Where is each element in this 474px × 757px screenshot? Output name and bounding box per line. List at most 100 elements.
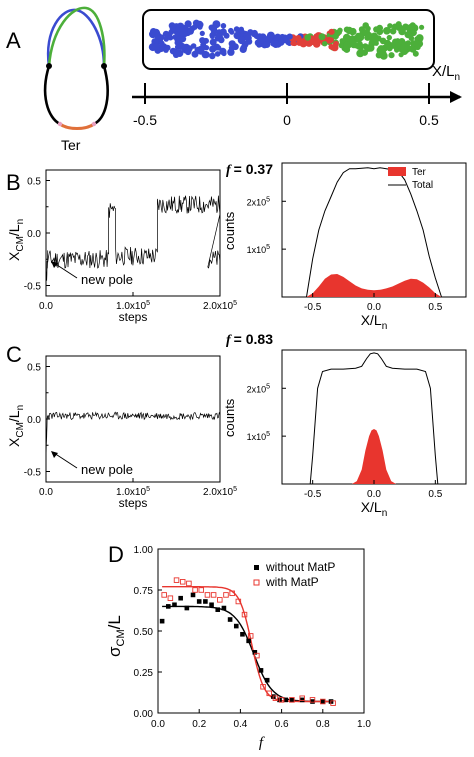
- data-point-with-matp: [204, 592, 211, 598]
- y-axis-label-tail: /L: [105, 615, 124, 629]
- data-point-with-matp: [330, 700, 336, 706]
- data-point-without-matp: [159, 618, 165, 624]
- x-tick-exponent: 5: [233, 486, 237, 493]
- polymer-bead: [386, 34, 392, 41]
- polymer-bead: [379, 50, 387, 58]
- position-axis-label-main: X/L: [432, 63, 455, 80]
- y-axis-label-sub: CM: [15, 422, 26, 438]
- polymer-bead: [202, 51, 210, 59]
- data-point-with-matp: [299, 695, 305, 701]
- polymer-bead: [304, 34, 312, 41]
- data-point-without-matp: [227, 617, 233, 622]
- polymer-bead: [356, 33, 365, 42]
- data-point-without-matp: [320, 699, 326, 704]
- axis-arrow-head: [450, 91, 462, 103]
- sigma-vs-f-chart: 0.00 0.25 0.50 0.75 1.00 0.0 0.2 0.4 0.6 0.8 1.0 f σ…: [105, 545, 371, 751]
- time-series-chart-c: -0.5 0.0 0.5 0.0 1.0x105 2.0x105 steps XCM/Ln ne…: [6, 355, 237, 510]
- x-tick-exponent: 5: [233, 300, 237, 307]
- data-point-without-matp: [283, 697, 289, 703]
- data-point-with-matp: [320, 698, 326, 705]
- polymer-bead: [244, 34, 252, 42]
- polymer-bead: [376, 28, 384, 36]
- polymer-bead: [209, 32, 216, 38]
- polymer-bead: [176, 35, 184, 43]
- data-point-without-matp: [196, 599, 202, 604]
- polymer-bead: [328, 28, 335, 35]
- polymer-bead: [215, 33, 222, 39]
- data-point-with-matp: [241, 611, 248, 618]
- position-axis-tick-label: -0.5: [133, 112, 157, 128]
- data-point-with-matp: [266, 690, 272, 697]
- y-axis-label: counts: [222, 211, 237, 250]
- data-point-without-matp: [203, 599, 208, 604]
- y-tick-label: 1x105: [247, 431, 271, 442]
- data-point-without-matp: [166, 604, 171, 609]
- polymer-bead: [414, 40, 422, 48]
- y-axis-label-tail: /L: [6, 224, 22, 236]
- ter-marker-left: [57, 121, 63, 127]
- polymer-bead: [152, 43, 160, 51]
- x-axis-label-sub: n: [382, 508, 388, 519]
- ter-marker-right: [91, 121, 97, 127]
- polymer-bead: [219, 47, 227, 56]
- time-series-chart-b: -0.5 0.0 0.5 0.0 1.0x105 2.0x105 steps XCM/Ln ne…: [6, 169, 237, 324]
- y-tick-label: -0.5: [24, 282, 42, 293]
- data-point-without-matp: [299, 697, 305, 703]
- data-point-with-matp: [179, 579, 186, 585]
- polymer-bead: [179, 30, 185, 37]
- polymer-bead: [412, 50, 419, 57]
- data-point-with-matp: [260, 684, 266, 690]
- position-axis-tick-label: 0: [283, 112, 291, 128]
- data-point-with-matp: [192, 587, 198, 593]
- polymer-bead: [392, 38, 399, 46]
- polymer-bead: [199, 30, 205, 36]
- polymer-bead: [388, 52, 395, 59]
- polymer-bead: [359, 49, 366, 56]
- y-tick-label: 1x105: [247, 244, 271, 255]
- y-tick-label: 0.75: [134, 586, 154, 597]
- data-point-with-matp: [235, 598, 242, 605]
- panel-letter-a: A: [6, 28, 21, 53]
- data-point-without-matp: [172, 602, 177, 608]
- annotation-arrow: [53, 452, 78, 469]
- ter-label: Ter: [61, 137, 81, 153]
- x-tick-label: 0.0: [151, 719, 165, 730]
- polymer-bead: [349, 27, 357, 36]
- polymer-bead: [209, 38, 217, 46]
- data-point-without-matp: [209, 602, 214, 608]
- x-axis-label-main: X/L: [361, 499, 382, 515]
- ter-distribution-area: [351, 429, 397, 484]
- junction-dot-right: [101, 63, 107, 69]
- blue-arm-arc: [46, 8, 106, 67]
- x-tick-label: 0.2: [192, 719, 206, 730]
- data-point-without-matp: [310, 699, 315, 704]
- polymer-bead: [379, 37, 387, 45]
- data-point-without-matp: [184, 605, 190, 611]
- x-tick-label: 0.5: [428, 302, 442, 313]
- legend-label: Total: [412, 180, 433, 191]
- polymer-bead: [233, 26, 240, 33]
- polymer-bead: [350, 40, 358, 48]
- polymer-bead: [337, 27, 343, 33]
- x-tick-label: 1.0x105: [116, 300, 150, 312]
- data-point-with-matp: [278, 697, 285, 703]
- polymer-bead: [199, 37, 206, 44]
- y-tick-exponent: 5: [266, 431, 270, 438]
- polymer-bead: [187, 28, 194, 35]
- polymer-bead: [159, 40, 165, 47]
- polymer-bead: [386, 45, 393, 52]
- polymer-bead: [328, 37, 334, 43]
- polymer-snapshot: [142, 9, 435, 70]
- polymer-bead: [419, 24, 425, 30]
- polymer-bead: [322, 41, 328, 47]
- polymer-bead: [197, 24, 203, 30]
- x-tick-label: 2.0x105: [203, 486, 237, 498]
- legend-label: with MatP: [265, 575, 319, 589]
- x-tick-label: 0.0: [367, 489, 381, 500]
- f-value-b: f = 0.37: [226, 161, 273, 178]
- legend-label: Ter: [412, 167, 427, 178]
- polymer-bead: [191, 24, 198, 30]
- y-tick-label: 0.25: [134, 668, 154, 679]
- x-tick-label: 0.6: [275, 719, 289, 730]
